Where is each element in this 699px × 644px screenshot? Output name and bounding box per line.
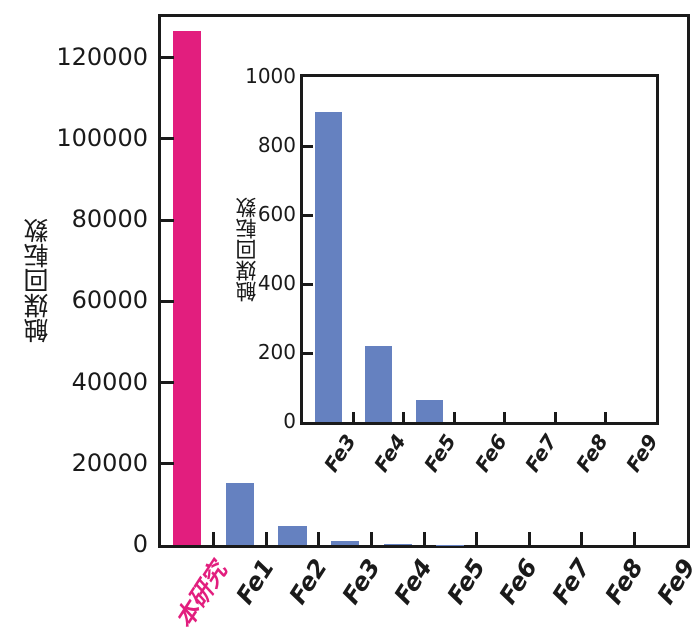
inset-x-tick bbox=[452, 412, 456, 422]
main-category-label-fe7: Fe7 bbox=[546, 554, 596, 610]
main-y-tick bbox=[161, 462, 174, 466]
main-x-tick bbox=[527, 532, 531, 545]
inset-y-tick bbox=[303, 144, 313, 148]
inset-plot-area bbox=[300, 74, 659, 425]
inset-x-tick bbox=[553, 412, 557, 422]
main-category-label-fe9: Fe9 bbox=[651, 554, 699, 610]
main-category-label-fe1: Fe1 bbox=[231, 554, 281, 610]
main-category-label-fe8: Fe8 bbox=[599, 554, 649, 610]
inset-y-tick-label: 1000 bbox=[245, 64, 296, 89]
main-y-axis-title-text: 触媒回転数 bbox=[23, 218, 52, 344]
main-y-tick bbox=[161, 299, 174, 303]
inset-bar-fe5 bbox=[415, 399, 443, 422]
inset-y-tick-label: 0 bbox=[283, 409, 296, 434]
main-x-tick bbox=[317, 532, 321, 545]
main-y-tick-label: 60000 bbox=[71, 286, 148, 315]
main-y-tick bbox=[161, 381, 174, 385]
main-x-tick bbox=[632, 532, 636, 545]
main-y-tick bbox=[161, 56, 174, 60]
main-y-tick-label: 40000 bbox=[71, 367, 148, 396]
inset-y-tick-label: 200 bbox=[257, 340, 296, 365]
main-bar-this-work bbox=[173, 31, 202, 545]
inset-y-tick-label: 800 bbox=[257, 133, 296, 158]
main-x-tick bbox=[212, 532, 216, 545]
main-y-tick-label: 0 bbox=[132, 529, 148, 558]
main-y-tick bbox=[161, 218, 174, 222]
inset-y-tick bbox=[303, 213, 313, 217]
main-bar-fe2 bbox=[278, 525, 307, 545]
main-y-tick-label: 100000 bbox=[56, 123, 148, 152]
inset-y-tick-label: 600 bbox=[257, 202, 296, 227]
main-y-tick-label: 120000 bbox=[56, 42, 148, 71]
main-y-tick bbox=[161, 137, 174, 141]
inset-bar-fe4 bbox=[365, 346, 393, 422]
main-bar-fe1 bbox=[225, 482, 254, 545]
main-x-tick bbox=[580, 532, 584, 545]
main-y-tick-label: 80000 bbox=[71, 204, 148, 233]
inset-x-tick bbox=[604, 412, 608, 422]
inset-y-tick-label: 400 bbox=[257, 271, 296, 296]
main-x-tick bbox=[475, 532, 479, 545]
main-category-label-fe3: Fe3 bbox=[336, 554, 386, 610]
main-category-label-fe6: Fe6 bbox=[494, 554, 544, 610]
main-category-label-fe2: Fe2 bbox=[283, 554, 333, 610]
inset-y-tick bbox=[303, 282, 313, 286]
inset-x-tick bbox=[503, 412, 507, 422]
inset-y-axis-title: 触媒回転数 bbox=[232, 77, 262, 422]
main-y-tick-label: 20000 bbox=[71, 448, 148, 477]
main-category-label-fe5: Fe5 bbox=[441, 554, 491, 610]
main-x-tick bbox=[369, 532, 373, 545]
inset-x-tick bbox=[351, 412, 355, 422]
main-x-tick bbox=[422, 532, 426, 545]
main-category-label-fe4: Fe4 bbox=[388, 554, 439, 610]
main-bar-fe3 bbox=[331, 541, 360, 545]
main-bar-fe4 bbox=[383, 544, 412, 545]
main-y-axis-title: 触媒回転数 bbox=[20, 17, 56, 545]
main-category-label-this-work: 本研究 bbox=[170, 557, 233, 633]
inset-x-tick bbox=[402, 412, 406, 422]
inset-y-tick bbox=[303, 351, 313, 355]
inset-bar-fe3 bbox=[314, 111, 342, 422]
main-x-tick bbox=[264, 532, 268, 545]
